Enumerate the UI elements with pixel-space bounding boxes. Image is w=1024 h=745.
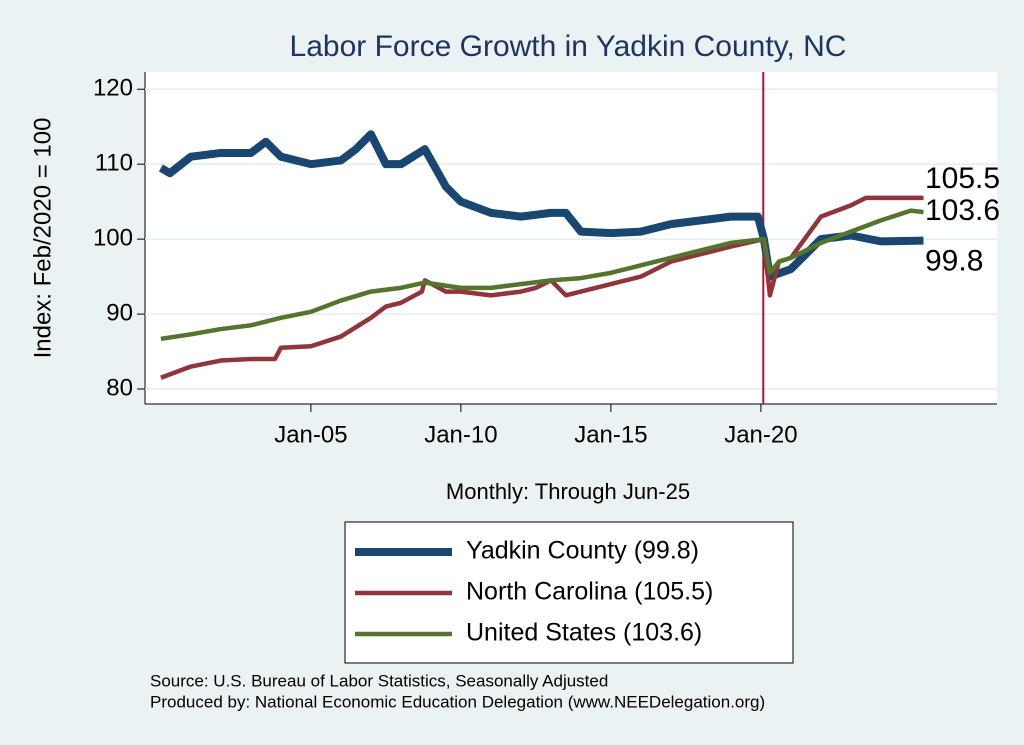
y-axis-label: Index: Feb/2020 = 100 [29,118,56,359]
x-tick-label: Jan-10 [424,421,497,448]
end-label: 105.5 [925,162,1000,195]
legend-label: North Carolina (105.5) [466,578,713,606]
chart-title: Labor Force Growth in Yadkin County, NC [290,30,847,63]
x-tick-label: Jan-05 [274,421,347,448]
series-line [160,208,924,342]
x-axis-label: Monthly: Through Jun-25 [446,479,690,504]
y-tick-label: 80 [106,374,133,401]
source-note: Source: U.S. Bureau of Labor Statistics,… [150,671,608,690]
x-tick-label: Jan-20 [724,421,797,448]
y-tick-label: 120 [93,75,133,102]
end-label: 99.8 [925,245,983,278]
credit-note: Produced by: National Economic Education… [150,692,765,711]
y-tick-label: 90 [106,299,133,326]
y-tick-label: 110 [95,150,133,177]
y-tick-label: 100 [93,224,133,251]
legend-label: United States (103.6) [466,619,702,647]
legend-label: Yadkin County (99.8) [466,537,699,565]
end-label: 103.6 [925,194,1000,227]
x-tick-label: Jan-15 [574,421,647,448]
